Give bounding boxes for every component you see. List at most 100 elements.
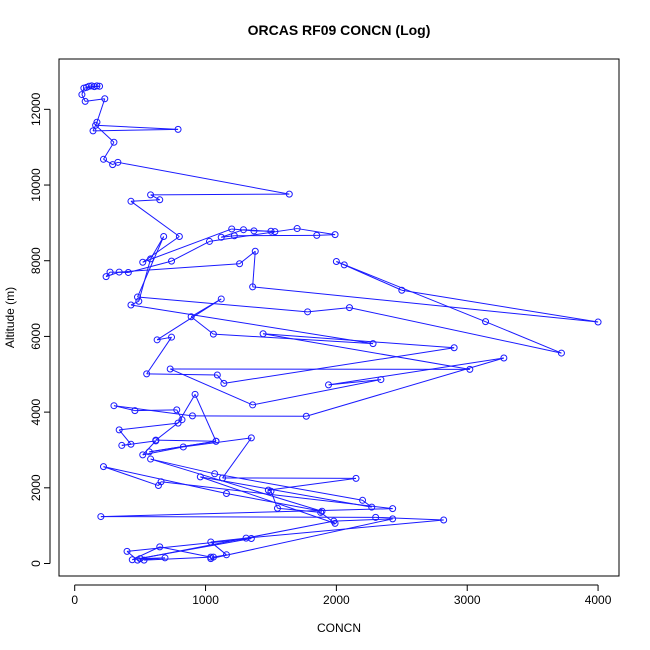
data-point [247,535,255,543]
series-segment [336,261,486,323]
series-segment [138,258,152,302]
data-point [222,489,230,497]
data-point [143,370,151,378]
data-point [368,503,376,511]
data-point [81,97,89,105]
data-point [369,340,377,348]
series-segment [103,158,113,166]
series-segment [96,98,106,123]
data-point [118,441,126,449]
data-point [331,231,339,239]
series-segment [252,251,256,287]
data-point [140,556,148,564]
data-point [389,515,397,523]
data-point [147,255,155,263]
data-point [128,556,136,564]
series-segment [171,240,210,262]
data-point [217,295,225,303]
data-point [207,553,215,561]
series-segment [142,228,232,263]
x-tick-label: 1000 [192,593,219,607]
series-segment [183,437,252,448]
series-segment [349,307,562,354]
data-point [161,554,169,562]
data-point [207,538,215,546]
data-point [249,283,257,291]
data-point [127,301,135,309]
x-axis: 0 1000 2000 3000 4000 [71,584,612,607]
series-segment [158,481,162,486]
data-point [212,437,220,445]
series-segment [161,481,393,510]
data-point [124,268,132,276]
data-point [302,412,310,420]
x-tick-label: 3000 [454,593,481,607]
data-point [557,349,565,357]
chart-title: ORCAS RF09 CONCN (Log) [248,22,431,38]
series-segment [130,304,374,345]
series-segment [263,333,455,349]
data-point [166,365,174,373]
series-segment [252,379,381,406]
series-segment [121,440,156,446]
data-point [175,233,183,241]
series-segment [268,489,272,492]
data-point [440,516,448,524]
series-segment [142,446,184,456]
data-point [134,293,141,301]
data-point [173,406,181,414]
data-point [372,513,380,521]
y-tick-label: 6000 [29,323,43,350]
x-tick-label: 2000 [323,593,350,607]
data-point [99,463,107,471]
series-segment [117,161,290,195]
series-segment [159,546,211,558]
series-segment [401,289,599,323]
series-segment [155,439,217,442]
data-point [153,336,161,344]
data-point [101,95,109,103]
data-point [131,407,139,415]
data-point [213,371,221,379]
series-segment [243,229,275,233]
data-point [93,82,101,90]
data-point [285,190,293,198]
data-point [115,268,123,276]
series-segment [150,194,160,201]
data-point [97,513,105,521]
data-point [211,470,219,478]
data-point [102,273,110,281]
data-point [249,401,257,409]
data-point [134,556,141,564]
series-segment [103,466,227,494]
series-segment [81,94,86,102]
data-point [156,543,164,551]
data-point [174,419,182,427]
data-point [251,247,259,255]
data-point [267,487,275,495]
series-segment [137,296,308,313]
data-point [466,365,474,373]
data-point [152,437,160,445]
series-segment [333,518,393,522]
data-point [293,225,301,233]
series-segment [485,321,562,354]
data-point [168,333,176,341]
y-tick-label: 12000 [29,92,43,126]
data-point [242,534,250,542]
data-point [317,508,325,516]
data-point [247,434,255,442]
series-segment [306,357,505,417]
series-segment [95,124,115,143]
series-segment [297,228,336,236]
data-point [250,227,258,235]
series-segment [113,405,136,412]
series-segment [95,124,179,130]
series-segment [144,556,211,561]
data-point [160,233,168,241]
data-point [318,507,326,515]
series-segment [277,507,321,513]
data-point [92,121,100,129]
data-point [135,297,143,305]
